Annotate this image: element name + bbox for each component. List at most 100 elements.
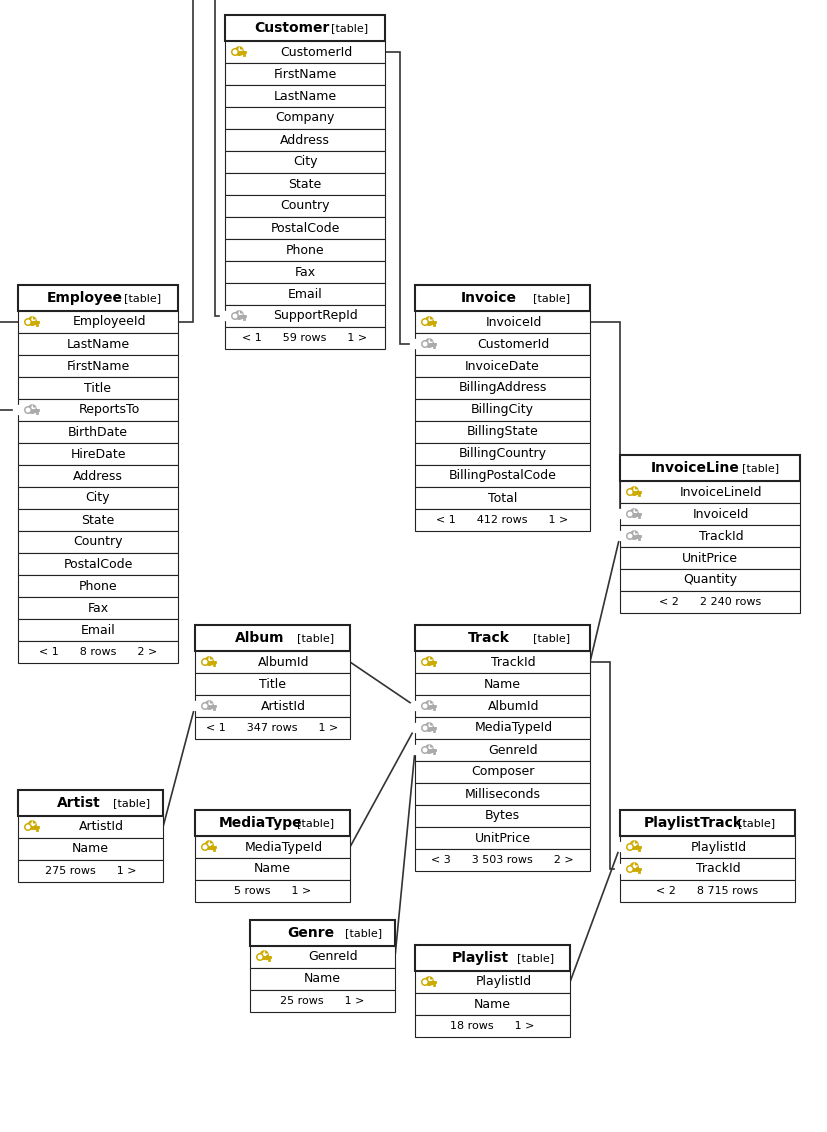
Bar	[18, 554, 178, 575]
Bar	[619, 880, 794, 902]
Bar	[414, 377, 590, 398]
Text: City: City	[86, 491, 110, 505]
Text: Bytes: Bytes	[485, 809, 519, 823]
Text: ✪: ✪	[423, 976, 433, 988]
Circle shape	[410, 723, 419, 732]
Text: Album: Album	[235, 631, 284, 645]
Text: ✪: ✪	[203, 840, 214, 854]
Circle shape	[203, 844, 208, 849]
Text: ✪: ✪	[26, 821, 37, 833]
Bar	[225, 305, 385, 327]
Bar	[414, 465, 590, 487]
Circle shape	[420, 658, 428, 666]
Text: Phone: Phone	[285, 243, 324, 257]
Text: Name: Name	[304, 972, 341, 986]
Text: [table]: [table]	[124, 293, 161, 303]
Text: ✪: ✪	[259, 951, 269, 963]
Text: [table]: [table]	[533, 293, 569, 303]
Text: PostalCode: PostalCode	[270, 222, 339, 234]
Bar	[225, 173, 385, 195]
Bar	[414, 509, 590, 531]
Circle shape	[257, 954, 262, 960]
Text: UnitPrice: UnitPrice	[681, 551, 737, 565]
Bar	[414, 487, 590, 509]
Circle shape	[410, 340, 419, 349]
Text: ✪: ✪	[423, 316, 433, 328]
Text: P: P	[630, 864, 637, 874]
Text: [table]: [table]	[297, 818, 334, 827]
Bar	[414, 993, 569, 1015]
Bar	[195, 695, 350, 717]
Circle shape	[614, 532, 624, 540]
Text: InvoiceId: InvoiceId	[485, 316, 541, 328]
Bar	[225, 217, 385, 239]
Circle shape	[410, 702, 419, 711]
Text: MediaType: MediaType	[218, 816, 302, 830]
Bar	[414, 971, 569, 993]
Text: MediaTypeId: MediaTypeId	[474, 721, 552, 735]
Circle shape	[232, 50, 237, 54]
Text: BillingCity: BillingCity	[471, 403, 533, 417]
Bar	[619, 811, 794, 837]
Text: [table]: [table]	[737, 818, 774, 827]
Bar	[414, 827, 590, 849]
Bar	[619, 455, 799, 481]
Text: CustomerId: CustomerId	[477, 337, 549, 351]
Text: PlaylistTrack: PlaylistTrack	[643, 816, 742, 830]
Text: PostalCode: PostalCode	[63, 557, 132, 571]
Text: Quantity: Quantity	[682, 574, 736, 586]
Text: Fax: Fax	[88, 601, 108, 615]
Text: P: P	[29, 405, 36, 415]
Bar	[225, 239, 385, 261]
Circle shape	[422, 319, 427, 325]
Circle shape	[614, 842, 624, 851]
Circle shape	[627, 533, 632, 539]
Text: P: P	[630, 842, 637, 852]
Circle shape	[625, 865, 633, 873]
Text: < 2      2 240 rows: < 2 2 240 rows	[658, 597, 760, 607]
Text: AlbumId: AlbumId	[487, 700, 538, 712]
Text: ArtistId: ArtistId	[79, 821, 124, 833]
Circle shape	[422, 342, 427, 346]
Text: City: City	[293, 155, 317, 169]
Text: State: State	[288, 178, 321, 190]
Text: EmployeeId: EmployeeId	[72, 316, 146, 328]
Bar	[414, 695, 590, 717]
Circle shape	[231, 48, 239, 55]
Bar	[195, 858, 350, 880]
Text: Name: Name	[484, 677, 520, 691]
Bar	[18, 465, 178, 487]
Text: TrackId: TrackId	[696, 863, 740, 875]
Text: < 3      3 503 rows      2 >: < 3 3 503 rows 2 >	[431, 855, 573, 865]
Text: Customer: Customer	[254, 22, 329, 35]
Bar	[414, 1015, 569, 1037]
Text: BillingPostalCode: BillingPostalCode	[448, 470, 556, 482]
Text: Country: Country	[73, 535, 122, 549]
Text: Country: Country	[280, 199, 329, 213]
Text: GenreId: GenreId	[308, 951, 358, 963]
Bar	[414, 285, 590, 311]
Text: P: P	[236, 311, 242, 321]
Bar	[18, 333, 178, 355]
Text: MediaTypeId: MediaTypeId	[244, 840, 323, 854]
Bar	[414, 739, 590, 761]
Text: Title: Title	[259, 677, 285, 691]
Text: Address: Address	[73, 470, 122, 482]
Text: Employee: Employee	[47, 291, 123, 305]
Circle shape	[625, 532, 633, 540]
Bar	[414, 651, 590, 674]
Bar	[619, 591, 799, 614]
Text: P: P	[425, 317, 432, 327]
Bar	[225, 129, 385, 151]
Text: Composer: Composer	[471, 765, 533, 779]
Text: [table]: [table]	[344, 928, 381, 938]
Circle shape	[420, 746, 428, 754]
Text: ✪: ✪	[628, 507, 638, 521]
Circle shape	[201, 702, 208, 710]
Circle shape	[422, 703, 427, 709]
Text: ✪: ✪	[423, 721, 433, 735]
Bar	[225, 15, 385, 41]
Text: P: P	[261, 952, 267, 962]
Text: P: P	[425, 657, 432, 667]
Text: LastName: LastName	[273, 89, 336, 103]
